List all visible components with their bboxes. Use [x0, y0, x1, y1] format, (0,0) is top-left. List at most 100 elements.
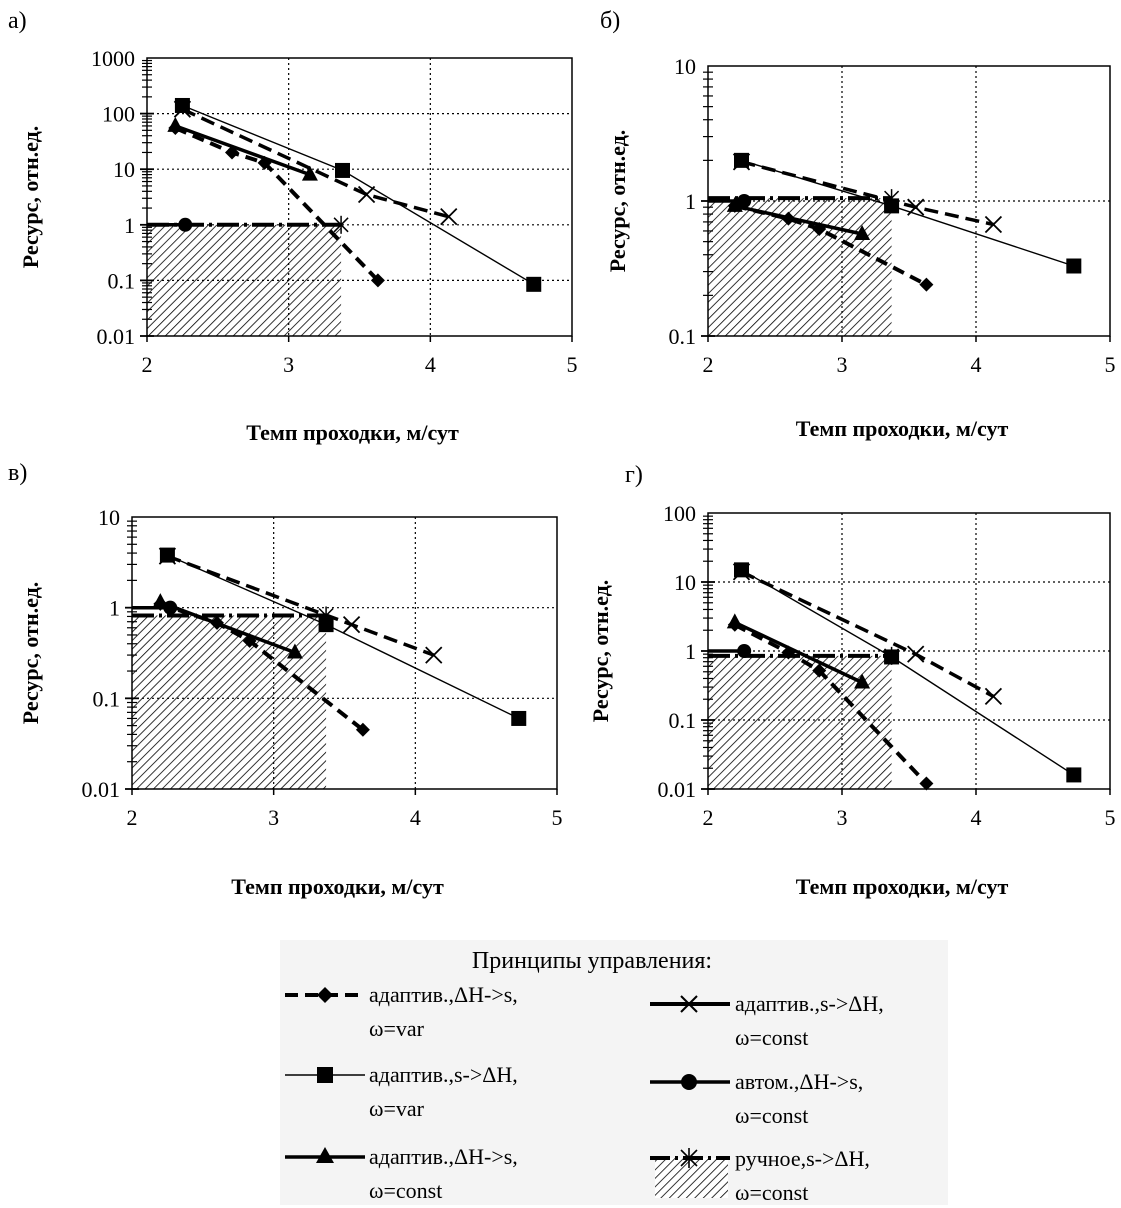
x-tick-label: 5	[1105, 805, 1116, 830]
data-point-s4	[984, 687, 1003, 706]
x-stroke	[342, 615, 361, 634]
data-point-s4	[732, 563, 751, 581]
data-point-s4	[984, 215, 1003, 234]
x-axis-title: Темп проходки, м/сут	[796, 874, 1009, 899]
y-axis-title: Ресурс, отн.ед.	[18, 126, 43, 268]
y-tick-label: 0.1	[669, 324, 697, 349]
y-tick-label: 100	[663, 501, 696, 526]
legend: Принципы управления: адаптив.,ΔH->s, ω=v…	[280, 940, 948, 1205]
asterisk-hatch-icon	[680, 1148, 698, 1168]
x-tick-label: 5	[552, 805, 563, 830]
data-point-s1	[257, 155, 272, 170]
data-point-s6	[884, 189, 900, 208]
data-point-s1	[781, 211, 796, 226]
y-axis-title: Ресурс, отн.ед.	[588, 580, 613, 722]
x-stroke	[984, 215, 1003, 234]
data-point-s4	[173, 100, 192, 118]
x-stroke	[907, 198, 925, 216]
x-tick-label: 2	[127, 805, 138, 830]
x-axis-title: Темп проходки, м/сут	[796, 416, 1009, 441]
y-tick-label: 0.01	[97, 324, 136, 349]
x-tick-label: 4	[971, 805, 982, 830]
data-point-s1	[225, 145, 239, 160]
hatched-region	[132, 615, 327, 789]
chart-panel-4: г) 2 3 4 5 100 10 1 0.1 0.01 Темп проходки, м/сут Р…	[588, 462, 1116, 899]
data-point-s1	[210, 615, 224, 630]
x-stroke	[907, 645, 925, 663]
data-point-s2	[734, 152, 749, 168]
chart-panel-2: б) 2 3 4 5 10 1 0.1 Темп проходки, м/сут Ресурс, …	[600, 8, 1116, 441]
x-tick-label: 5	[567, 352, 578, 377]
hatch-swatch	[655, 1158, 728, 1198]
x-tick-label: 4	[410, 805, 421, 830]
series-line-s4	[181, 107, 450, 219]
diamond-marker-icon	[317, 987, 333, 1003]
data-point-s4	[425, 646, 443, 664]
legend-label-s5-line1: автом.,ΔH->s,	[735, 1069, 863, 1094]
x-tick-label: 4	[425, 352, 436, 377]
legend-entry-s1: адаптив.,ΔH->s, ω=var	[285, 982, 518, 1041]
series-line-s1	[174, 126, 380, 282]
y-tick-label: 0.01	[82, 777, 121, 802]
series-line-s1	[733, 623, 928, 785]
data-point-s4	[440, 208, 458, 226]
y-tick-label: 0.1	[108, 268, 136, 293]
y-tick-label: 1	[685, 189, 696, 214]
legend-entry-s4: адаптив.,s->ΔH, ω=const	[650, 991, 884, 1050]
x-tick-label: 3	[837, 352, 848, 377]
data-point-s4	[907, 645, 925, 663]
data-point-s3	[726, 196, 743, 212]
data-point-s4	[342, 615, 361, 634]
legend-label-s6-line1: ручное,s->ΔH,	[735, 1146, 870, 1171]
x-stroke	[158, 547, 177, 565]
legend-label-s3-line1: адаптив.,ΔH->s,	[369, 1144, 518, 1169]
data-point-s4	[357, 185, 376, 204]
y-tick-label: 1000	[91, 46, 135, 71]
x-tick-label: 3	[283, 352, 294, 377]
legend-label-s4-line1: адаптив.,s->ΔH,	[735, 991, 884, 1016]
data-point-s1	[919, 776, 934, 791]
circle-marker-icon	[681, 1074, 697, 1090]
chart-panel-1: а) 2 3 4 5 1000 100 10 1 0.1 0.01 Темп проходки, м/…	[8, 8, 578, 445]
legend-label-s1-line2: ω=var	[369, 1016, 425, 1041]
data-point-s1	[919, 277, 934, 292]
panel-label: а)	[8, 8, 27, 34]
y-axis-title: Ресурс, отн.ед.	[605, 130, 630, 272]
triangle-marker-icon	[316, 1147, 334, 1163]
panel-label: б)	[600, 8, 620, 34]
x-tick-label: 5	[1105, 352, 1116, 377]
data-point-s2	[734, 562, 749, 578]
legend-label-s5-line2: ω=const	[735, 1103, 808, 1128]
x-stroke	[732, 563, 751, 581]
data-point-s1	[781, 645, 796, 660]
series-line-s3	[734, 620, 863, 685]
data-point-s2	[318, 617, 334, 633]
data-point-s3	[726, 613, 743, 629]
y-tick-label: 10	[113, 157, 135, 182]
x-tick-label: 2	[142, 352, 153, 377]
data-point-s6	[884, 646, 900, 665]
legend-label-s2-line2: ω=var	[369, 1096, 425, 1121]
data-point-s3	[854, 673, 871, 689]
series-line-s3	[734, 204, 863, 236]
plot-frame	[146, 57, 573, 337]
data-point-s6	[333, 215, 349, 234]
panel-label: в)	[8, 460, 27, 486]
data-point-s2	[526, 276, 542, 292]
y-tick-label: 1	[685, 639, 696, 664]
x-tick-label: 3	[837, 805, 848, 830]
y-tick-label: 1	[124, 213, 135, 238]
legend-title: Принципы управления:	[472, 948, 712, 974]
x-stroke	[732, 153, 751, 171]
data-point-s2	[1066, 767, 1082, 783]
y-tick-label: 0.1	[93, 686, 121, 711]
y-axis-title: Ресурс, отн.ед.	[18, 582, 43, 724]
data-point-s3	[854, 224, 871, 240]
y-tick-label: 10	[674, 54, 696, 79]
legend-entry-s2: адаптив.,s->ΔH, ω=var	[285, 1062, 518, 1121]
data-point-s5	[178, 217, 193, 232]
data-point-s4	[732, 153, 751, 171]
data-point-s1	[370, 273, 385, 288]
x-axis-title: Темп проходки, м/сут	[231, 874, 444, 899]
